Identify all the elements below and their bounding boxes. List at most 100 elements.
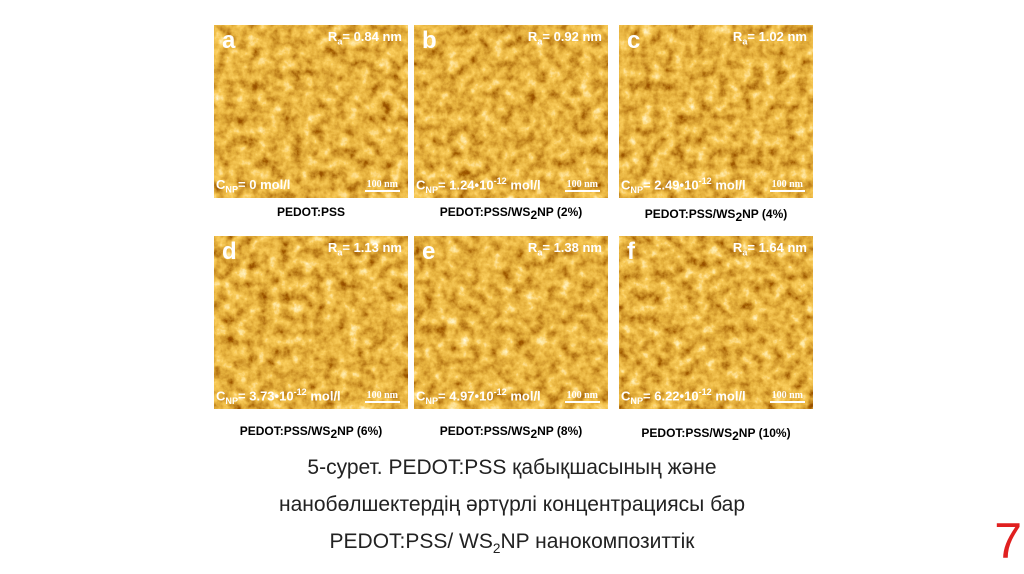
roughness: Ra= 0.84 nm [328,29,402,47]
text: PEDOT:PSS/WS [644,207,736,221]
text: = 0.84 nm [342,29,402,44]
afm-image [619,236,813,409]
text: = 1.64 nm [747,240,807,255]
text: = 3.73•10 [238,388,294,404]
text: NP (6%) [337,424,383,438]
text: = 1.24•10 [438,177,494,193]
text: = 0 mol/l [238,177,291,193]
text: a [537,36,543,47]
figure-caption: PEDOT:PSS/ WS2NP нанокомпозиттік [0,530,1024,556]
text: NP (10%) [738,426,791,440]
roughness: Ra= 1.64 nm [733,240,807,258]
panel-caption: PEDOT:PSS/WS2NP (8%) [411,424,611,441]
text: PEDOT:PSS/WS [439,424,531,438]
text: PEDOT:PSS [276,205,345,219]
text: PEDOT:PSS/WS [239,424,331,438]
text: PEDOT:PSS/WS [641,426,733,440]
text: a [537,247,543,258]
text: a [742,247,748,258]
texture [414,236,608,409]
text: a [337,36,343,47]
figure-caption: нанобөлшектердің әртүрлі концентрациясы … [278,493,745,516]
scale-bar: 100 nm [364,179,400,192]
text: NP [425,185,439,195]
text: -12 [698,176,712,187]
text: = 6.22•10 [643,388,699,404]
text: a [742,36,748,47]
text: NP [630,185,644,195]
text: -12 [493,387,507,398]
panel-caption: PEDOT:PSS/WS2NP (2%) [411,205,611,222]
text: NP нанокомпозиттік [500,530,695,553]
text: C [416,177,426,193]
scale-bar: 100 nm [564,179,600,192]
text: NP [225,396,239,406]
afm-panel: a Ra= 0.84 nm CNP= 0 mol/l 100 nm [214,25,408,198]
afm-panel: b Ra= 0.92 nm CNP= 1.24•10-12 mol/l 100 nm [414,25,608,198]
text: C [216,388,226,404]
texture [619,236,813,409]
text: C [216,177,226,193]
text: = 1.13 nm [342,240,402,255]
text: mol/l [306,388,341,404]
afm-panel: f Ra= 1.64 nm CNP= 6.22•10-12 mol/l 100 nm [619,236,813,409]
texture [214,236,408,409]
text: -12 [293,387,307,398]
panel-letter: a [222,27,236,54]
scale-bar: 100 nm [769,390,805,403]
roughness: Ra= 1.02 nm [733,29,807,47]
afm-image [214,25,408,198]
concentration: CNP= 1.24•10-12 mol/l [416,176,541,195]
afm-panel: d Ra= 1.13 nm CNP= 3.73•10-12 mol/l 100 nm [214,236,408,409]
text: = 0.92 nm [542,29,602,44]
afm-image [414,236,608,409]
panel-caption: PEDOT:PSS/WS2NP (6%) [211,424,411,441]
concentration: CNP= 2.49•10-12 mol/l [621,176,746,195]
text: 2 [735,210,743,224]
text: 2 [492,541,501,557]
roughness: Ra= 1.38 nm [528,240,602,258]
concentration: CNP= 4.97•10-12 mol/l [416,387,541,406]
text: 2 [530,427,538,441]
panel-letter: c [627,27,641,54]
text: C [621,177,631,193]
panel-caption: PEDOT:PSS/WS2NP (10%) [616,426,816,443]
panel-caption: PEDOT:PSS [211,205,411,219]
text: C [416,388,426,404]
panel-letter: d [222,238,237,265]
afm-image [414,25,608,198]
text: = 4.97•10 [438,388,494,404]
text: NP [630,396,644,406]
text: NP (2%) [537,205,583,219]
afm-panel: e Ra= 1.38 nm CNP= 4.97•10-12 mol/l 100 nm [414,236,608,409]
text: R [327,29,338,44]
texture [214,25,408,198]
scale-bar: 100 nm [564,390,600,403]
text: R [327,240,338,255]
text: = 2.49•10 [643,177,699,193]
concentration: CNP= 0 mol/l [216,177,290,195]
text: NP (8%) [537,424,583,438]
text: 2 [732,429,739,443]
figure-caption: 5-сурет. PEDOT:PSS қабықшасының және [307,456,717,479]
roughness: Ra= 1.13 nm [328,240,402,258]
scale-bar: 100 nm [364,390,400,403]
scale-bar: 100 nm [769,179,805,192]
text: C [621,388,631,404]
text: mol/l [711,177,746,193]
panel-caption: PEDOT:PSS/WS2NP (4%) [616,207,816,224]
text: 2 [530,208,538,222]
texture [414,25,608,198]
text: 2 [330,427,338,441]
text: mol/l [506,388,541,404]
text: mol/l [506,177,541,193]
panel-letter: b [422,27,437,54]
text: NP [425,396,439,406]
afm-panel: c Ra= 1.02 nm CNP= 2.49•10-12 mol/l 100 nm [619,25,813,198]
text: R [527,29,538,44]
concentration: CNP= 3.73•10-12 mol/l [216,387,341,406]
text: PEDOT:PSS/ WS [329,530,493,553]
text: = 1.38 nm [542,240,602,255]
text: a [337,247,343,258]
